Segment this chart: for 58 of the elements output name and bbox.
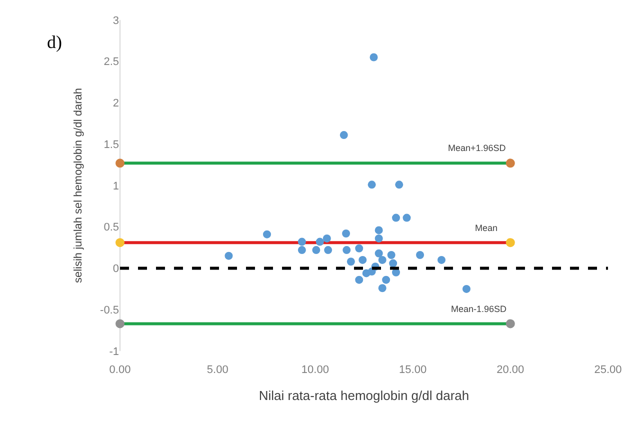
point bbox=[392, 214, 400, 222]
x-tick-label: 10.00 bbox=[301, 364, 329, 376]
point bbox=[374, 226, 383, 234]
point bbox=[342, 246, 351, 254]
y-tick-label: 0.5 bbox=[104, 222, 119, 234]
x-tick-label: 5.00 bbox=[206, 364, 228, 376]
point bbox=[116, 158, 124, 168]
y-tick-label: 1.5 bbox=[104, 138, 119, 151]
point bbox=[298, 246, 306, 254]
point bbox=[316, 238, 324, 246]
point bbox=[374, 249, 383, 258]
annotation: Mean bbox=[475, 223, 498, 233]
point bbox=[224, 252, 233, 260]
point bbox=[506, 319, 515, 328]
x-tick-label: 25.00 bbox=[594, 364, 622, 376]
point bbox=[416, 251, 424, 260]
y-tick-label: -0.5 bbox=[100, 304, 119, 316]
x-tick-label: 0.00 bbox=[109, 364, 131, 376]
point bbox=[462, 284, 470, 293]
point bbox=[355, 244, 364, 252]
point bbox=[378, 256, 386, 264]
y-axis-title: selisih jumlah sel hemoglobin g/dl darah bbox=[72, 88, 85, 284]
y-tick-label: 0 bbox=[112, 263, 119, 276]
point bbox=[340, 131, 348, 140]
point bbox=[378, 284, 386, 292]
point bbox=[374, 234, 383, 242]
point bbox=[402, 214, 411, 222]
y-tick-label: 1 bbox=[112, 180, 119, 192]
point bbox=[346, 258, 355, 266]
y-tick-label: 2.5 bbox=[104, 56, 119, 68]
point bbox=[116, 238, 124, 248]
y-tick-label: 2 bbox=[112, 98, 119, 110]
point bbox=[370, 53, 378, 62]
x-tick-label: 20.00 bbox=[496, 364, 524, 376]
x-tick-label: 15.00 bbox=[399, 364, 427, 376]
point bbox=[387, 251, 396, 260]
point bbox=[116, 319, 124, 328]
point bbox=[298, 238, 306, 246]
point bbox=[324, 246, 332, 254]
y-tick-label: -1 bbox=[109, 346, 119, 358]
x-axis-title: Nilai rata-rata hemoglobin g/dl darah bbox=[258, 388, 470, 403]
point bbox=[322, 234, 331, 242]
point bbox=[389, 259, 398, 268]
point bbox=[262, 230, 271, 238]
y-tick-label: 3 bbox=[112, 14, 119, 27]
point bbox=[506, 158, 515, 168]
annotation: Mean-1.96SD bbox=[451, 304, 508, 314]
point bbox=[506, 238, 515, 248]
point bbox=[355, 276, 364, 284]
point bbox=[437, 256, 446, 264]
annotation: Mean+1.96SD bbox=[448, 143, 506, 153]
point bbox=[342, 230, 350, 238]
point bbox=[395, 180, 404, 189]
point bbox=[358, 256, 367, 264]
point bbox=[382, 276, 390, 284]
point bbox=[312, 246, 320, 254]
text: d) bbox=[47, 32, 62, 52]
point bbox=[368, 180, 376, 189]
